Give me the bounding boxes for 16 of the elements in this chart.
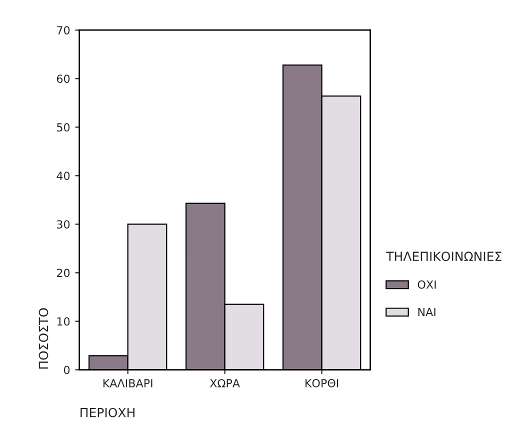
y-tick-label: 0 <box>64 366 70 374</box>
y-axis-title: ΠΟΣΟΣΤΟ <box>38 308 48 369</box>
x-tick-label: ΚΟΡΘΙ <box>306 379 338 388</box>
y-tick-label: 50 <box>57 123 70 132</box>
y-tick-label: 30 <box>57 220 70 229</box>
y-tick-label: 60 <box>56 74 70 84</box>
legend-label: ΝΑΙ <box>418 308 436 316</box>
legend-title: ΤΗΛΕΠΙΚΟΙΝΩΝΙΕΣ <box>386 252 502 262</box>
x-tick-label: ΧΩΡΑ <box>210 379 240 388</box>
y-tick-label: 10 <box>57 317 70 326</box>
x-tick-label: ΚΑΛΙΒΑΡΙ <box>103 379 152 388</box>
y-tick-label: 70 <box>57 26 70 34</box>
y-tick-label: 20 <box>57 268 70 278</box>
x-axis-title: ΠΕΡΙΟΧΗ <box>80 408 134 418</box>
legend-label: ΟΧΙ <box>418 280 436 289</box>
y-tick-label: 40 <box>56 172 70 180</box>
